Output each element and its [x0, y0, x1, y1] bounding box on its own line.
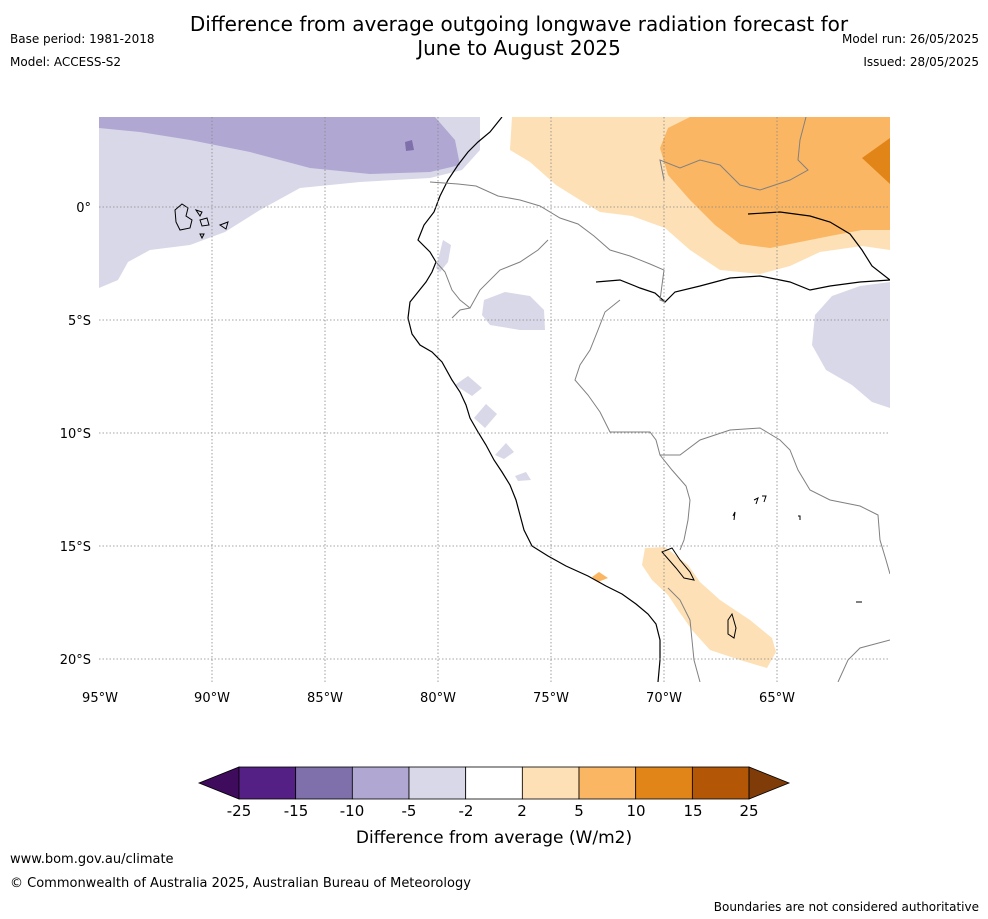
- lon-label: 90°W: [194, 691, 230, 706]
- anomaly-negative-mid-northwest: [99, 117, 460, 174]
- small-lakes: [732, 495, 862, 603]
- colorbar-tick-label: 2: [517, 802, 527, 820]
- lat-label: 15°S: [60, 540, 91, 555]
- northern-river: [747, 211, 890, 281]
- latitude-labels: 0° 5°S 10°S 15°S 20°S: [60, 201, 91, 668]
- meta-left: Base period: 1981-2018 Model: ACCESS-S2: [10, 32, 155, 78]
- anomaly-negative-coastal-2: [474, 404, 497, 428]
- title-line-1: Difference from average outgoing longwav…: [189, 12, 849, 36]
- lake-poopo: [727, 612, 737, 639]
- coastline: [407, 117, 661, 682]
- anomaly-negative-coastal-north: [436, 240, 451, 272]
- lon-label: 95°W: [82, 691, 118, 706]
- anomaly-negative-coastal-4: [515, 472, 531, 481]
- model-run: Model run: 26/05/2025: [841, 32, 979, 46]
- footer-copyright: © Commonwealth of Australia 2025, Austra…: [10, 876, 471, 891]
- colorbar-segment: [295, 766, 353, 800]
- colorbar: [197, 766, 791, 800]
- issued-date: Issued: 28/05/2025: [863, 55, 979, 69]
- anomaly-positive-strong-north: [862, 138, 890, 184]
- lake-titicaca: [661, 547, 695, 581]
- colorbar-segment: [351, 766, 410, 800]
- base-period: Base period: 1981-2018: [10, 32, 155, 46]
- colorbar-tick-label: 5: [574, 802, 584, 820]
- anomaly-positive-coastal-spot: [592, 572, 608, 582]
- galapagos-islands: [174, 203, 229, 240]
- colorbar-segment: [691, 766, 750, 800]
- lat-label: 20°S: [60, 653, 91, 668]
- colorbar-title: Difference from average (W/m2): [356, 828, 632, 848]
- footer-note: Boundaries are not considered authoritat…: [713, 900, 979, 914]
- map-title: Difference from average outgoing longwav…: [0, 12, 988, 60]
- anomaly-negative-coastal-3: [495, 443, 514, 459]
- anomaly-negative-strong-spot: [405, 140, 414, 151]
- anomaly-negative-inland: [482, 292, 545, 330]
- colorbar-segment: [238, 766, 297, 800]
- lat-label: 5°S: [68, 314, 91, 329]
- footer-url[interactable]: www.bom.gov.au/climate: [10, 852, 174, 867]
- colorbar-tick-label: 25: [739, 802, 758, 820]
- colorbar-segment: [635, 766, 693, 800]
- lon-label: 80°W: [420, 691, 456, 706]
- anomaly-negative-east: [812, 282, 890, 408]
- colorbar-tick-labels: -25 -15 -10 -5 -2 2 5 10 15 25: [227, 802, 759, 820]
- anomaly-negative-coastal-1: [455, 376, 482, 396]
- colorbar-segment: [465, 766, 523, 800]
- colorbar-tick-label: -5: [402, 802, 417, 820]
- colorbar-tick-label: -2: [459, 802, 474, 820]
- lat-label: 10°S: [60, 427, 91, 442]
- title-line-2: June to August 2025: [417, 36, 621, 60]
- lon-label: 65°W: [759, 691, 795, 706]
- colorbar-extension-low: [197, 766, 240, 800]
- colorbar-tick-label: 10: [626, 802, 645, 820]
- amazon-river: [595, 275, 890, 303]
- colorbar-segment: [408, 766, 467, 800]
- anomaly-positive-mid-north: [660, 117, 890, 248]
- colorbar-tick-label: 15: [683, 802, 702, 820]
- lon-label: 70°W: [646, 691, 682, 706]
- map-panel: [99, 117, 890, 682]
- lat-label: 0°: [76, 201, 91, 216]
- colorbar-extension-high: [748, 766, 791, 800]
- colorbar-tick-label: -10: [340, 802, 365, 820]
- meta-right: Model run: 26/05/2025 Issued: 28/05/2025: [842, 32, 979, 78]
- colorbar-segment: [521, 766, 580, 800]
- graticule: [99, 117, 890, 682]
- colorbar-tick-label: -15: [284, 802, 309, 820]
- lon-label: 85°W: [307, 691, 343, 706]
- longitude-labels: 95°W 90°W 85°W 80°W 75°W 70°W 65°W: [82, 691, 795, 706]
- colorbar-tick-label: -25: [227, 802, 252, 820]
- colorbar-segment: [578, 766, 637, 800]
- country-borders: [429, 117, 890, 682]
- model-name: Model: ACCESS-S2: [10, 55, 122, 69]
- lon-label: 75°W: [533, 691, 569, 706]
- anomaly-positive-southern-andes: [642, 547, 776, 668]
